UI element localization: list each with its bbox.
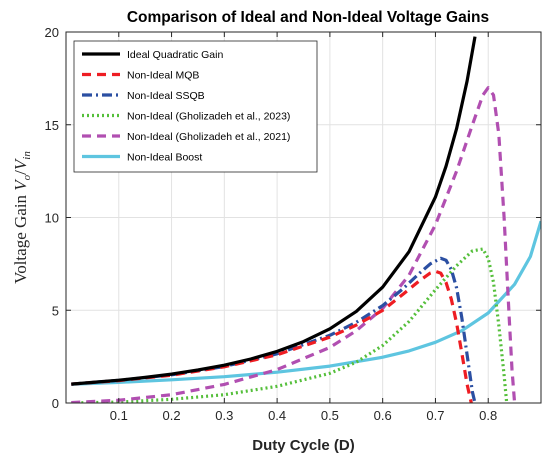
y-label-slash: /	[11, 170, 30, 175]
legend-label: Non-Ideal (Gholizadeh et al., 2021)	[127, 131, 290, 143]
y-tick-label: 20	[45, 25, 59, 40]
x-tick-label: 0.8	[479, 408, 497, 423]
y-axis-label: Voltage Gain Vo/Vin	[11, 151, 33, 284]
legend: Ideal Quadratic Gain Non-Ideal MQB Non-Ide…	[73, 40, 318, 173]
legend-label: Ideal Quadratic Gain	[127, 49, 223, 61]
series-line-5	[71, 86, 517, 403]
axis-ticks: 0.1 0.2 0.3 0.4 0.5 0.6 0.7 0.8 0 5 10 15 20	[45, 25, 541, 423]
legend-box	[73, 40, 318, 173]
legend-label: Non-Ideal SSQB	[127, 90, 205, 102]
series-line-1	[71, 36, 477, 386]
x-tick-label: 0.5	[321, 408, 339, 423]
x-tick-label: 0.6	[374, 408, 392, 423]
legend-label: Non-Ideal (Gholizadeh et al., 2023)	[127, 111, 290, 123]
series-line-6	[71, 220, 541, 386]
legend-label: Non-Ideal Boost	[127, 152, 202, 164]
y-tick-label: 15	[45, 118, 59, 133]
y-tick-label: 0	[52, 396, 59, 411]
y-label-main: Voltage Gain	[11, 191, 30, 284]
y-label-vo-sub: o	[21, 174, 33, 180]
y-label-vo: V	[11, 178, 30, 191]
x-tick-label: 0.4	[268, 408, 286, 423]
x-axis-label: Duty Cycle (D)	[252, 437, 355, 454]
x-tick-label: 0.3	[215, 408, 233, 423]
series-lines	[71, 36, 541, 403]
legend-label: Non-Ideal MQB	[127, 70, 199, 82]
x-tick-label: 0.2	[163, 408, 181, 423]
y-tick-label: 5	[52, 303, 59, 318]
x-tick-label: 0.1	[110, 408, 128, 423]
chart-title: Comparison of Ideal and Non-Ideal Voltag…	[127, 9, 489, 26]
y-label-vin: V	[11, 157, 30, 170]
x-tick-label: 0.7	[426, 408, 444, 423]
y-label-vin-sub: in	[21, 151, 33, 160]
y-tick-label: 10	[45, 211, 59, 226]
